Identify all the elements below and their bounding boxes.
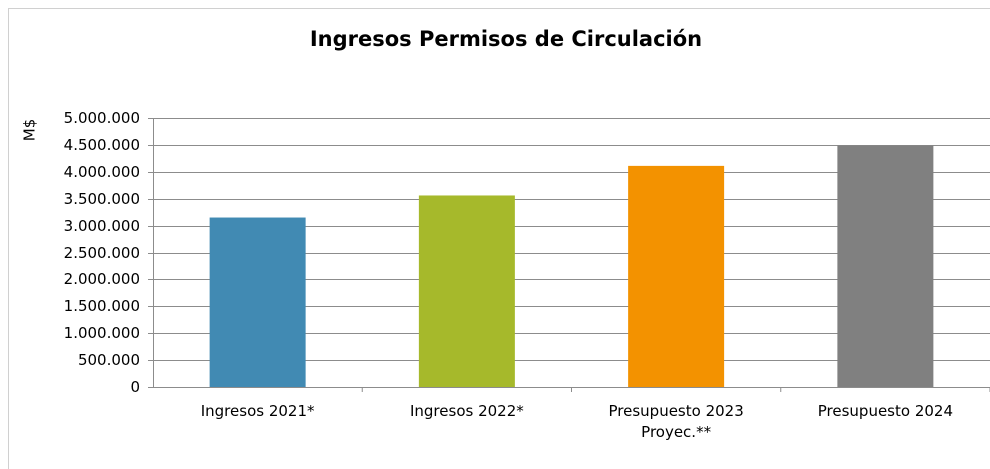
y-tick-label: 1.500.000 (64, 297, 140, 315)
y-tick-label: 3.500.000 (64, 190, 140, 208)
x-tick-label: Ingresos 2022* (409, 402, 524, 420)
bar (209, 217, 306, 387)
x-tick-label: Ingresos 2021* (200, 402, 315, 420)
y-tick-label: 3.000.000 (64, 217, 140, 235)
y-tick-label: 4.000.000 (64, 163, 140, 181)
chart-border (8, 8, 990, 469)
y-tick-label: 500.000 (78, 351, 140, 369)
y-tick-label: 2.000.000 (64, 270, 140, 288)
bar (418, 195, 515, 387)
y-tick-label: 2.500.000 (64, 244, 140, 262)
y-tick-label: 5.000.000 (64, 109, 140, 127)
y-axis-label: M$ (21, 119, 39, 142)
x-tick-label: Presupuesto 2024 (817, 402, 953, 420)
bar (837, 145, 934, 387)
y-tick-label: 1.000.000 (64, 324, 140, 342)
x-tick-label: Presupuesto 2023 Proyec.** (608, 402, 744, 441)
chart-title: Ingresos Permisos de Circulación (310, 27, 702, 51)
y-tick-label: 4.500.000 (64, 136, 140, 154)
y-tick-label: 0 (130, 378, 140, 396)
bar (628, 165, 725, 387)
